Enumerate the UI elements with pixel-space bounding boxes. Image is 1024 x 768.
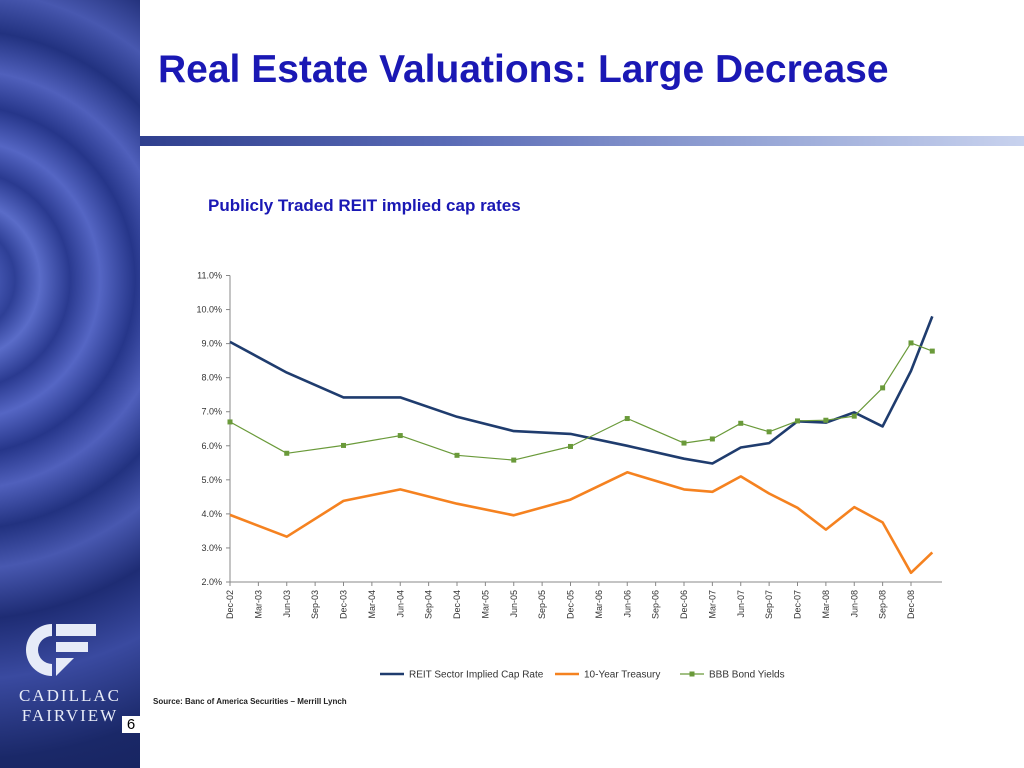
x-tick-label: Sep-04 <box>424 590 434 619</box>
legend-label: REIT Sector Implied Cap Rate <box>409 670 544 681</box>
slide-title: Real Estate Valuations: Large Decrease <box>158 48 889 91</box>
y-tick-label: 10.0% <box>196 305 222 315</box>
y-tick-label: 2.0% <box>201 577 222 587</box>
cadillac-fairview-logo-icon <box>26 624 96 676</box>
y-tick-label: 4.0% <box>201 509 222 519</box>
bbb-data-point <box>397 433 403 439</box>
x-tick-label: Mar-08 <box>821 590 831 619</box>
brand-name-line1: CADILLAC <box>19 686 121 705</box>
bbb-data-point <box>851 413 857 419</box>
x-tick-label: Mar-05 <box>480 590 490 619</box>
bbb-data-point <box>766 429 772 435</box>
legend-label: BBB Bond Yields <box>709 670 785 681</box>
x-tick-label: Jun-06 <box>622 590 632 618</box>
bbb-data-point <box>624 416 630 422</box>
chart-legend: REIT Sector Implied Cap Rate 10-Year Trea… <box>380 670 785 681</box>
cap-rate-line-chart: 11.0% 10.0% 9.0% 8.0% 7.0% 6.0% 5.0% 4.0% 3.0% 2.… <box>196 271 942 681</box>
y-tick-label: 9.0% <box>201 339 222 349</box>
y-tick-label: 8.0% <box>201 373 222 383</box>
x-axis: Dec-02 Mar-03 Jun-03 Sep-03 Dec-03 Mar-04 Jun-… <box>225 581 942 619</box>
title-divider <box>140 136 1024 146</box>
x-tick-label: Sep-06 <box>651 590 661 619</box>
series-line-1 <box>229 471 934 575</box>
bbb-data-point <box>880 385 886 391</box>
y-tick-label: 11.0% <box>197 271 222 281</box>
x-tick-label: Dec-05 <box>566 590 576 619</box>
x-tick-label: Dec-08 <box>906 590 916 619</box>
x-tick-label: Jun-08 <box>849 590 859 618</box>
x-tick-label: Jun-07 <box>736 590 746 618</box>
sidebar-band: CADILLAC FAIRVIEW <box>0 0 140 768</box>
x-tick-label: Dec-07 <box>793 590 803 619</box>
x-tick-label: Jun-05 <box>509 590 519 618</box>
x-tick-label: Jun-03 <box>282 590 292 618</box>
legend-marker <box>689 671 695 677</box>
y-tick-label: 7.0% <box>201 407 222 417</box>
bbb-data-point <box>454 452 460 458</box>
x-tick-label: Sep-07 <box>764 590 774 619</box>
bbb-data-point <box>908 340 914 346</box>
legend-label: 10-Year Treasury <box>584 670 660 681</box>
x-tick-label: Mar-04 <box>367 590 377 619</box>
x-tick-label: Mar-03 <box>253 590 263 619</box>
x-tick-label: Mar-06 <box>594 590 604 619</box>
bbb-data-point <box>511 457 517 463</box>
slide-number: 6 <box>122 716 140 733</box>
y-tick-label: 3.0% <box>201 543 222 553</box>
x-tick-label: Sep-05 <box>537 590 547 619</box>
y-tick-label: 5.0% <box>201 475 222 485</box>
x-tick-label: Mar-07 <box>707 590 717 619</box>
y-tick-label: 6.0% <box>201 441 222 451</box>
bbb-data-point <box>341 442 346 448</box>
bbb-data-point <box>284 450 290 456</box>
x-tick-label: Sep-03 <box>310 590 320 619</box>
bbb-data-point <box>681 440 687 446</box>
bbb-data-point <box>709 436 715 442</box>
series-line-0 <box>229 315 934 465</box>
bbb-data-point <box>568 443 573 449</box>
bbb-data-point <box>227 419 233 425</box>
x-tick-label: Dec-04 <box>452 590 462 619</box>
bbb-data-point <box>738 420 744 426</box>
x-tick-label: Dec-03 <box>339 590 349 619</box>
x-tick-label: Dec-02 <box>225 590 235 619</box>
series-layer <box>227 315 935 575</box>
brand-name-line2: FAIRVIEW <box>21 706 119 725</box>
y-axis: 11.0% 10.0% 9.0% 8.0% 7.0% 6.0% 5.0% 4.0% 3.0% 2.… <box>196 271 231 587</box>
series-line-2 <box>229 342 933 461</box>
bbb-data-point <box>823 417 829 423</box>
x-tick-label: Jun-04 <box>395 590 405 618</box>
x-tick-label: Dec-06 <box>679 590 689 619</box>
bbb-data-point <box>929 348 935 354</box>
bbb-data-point <box>795 418 800 424</box>
chart-subtitle: Publicly Traded REIT implied cap rates <box>208 196 521 215</box>
source-note: Source: Banc of America Securities – Mer… <box>153 697 347 706</box>
x-tick-label: Sep-08 <box>878 590 888 619</box>
